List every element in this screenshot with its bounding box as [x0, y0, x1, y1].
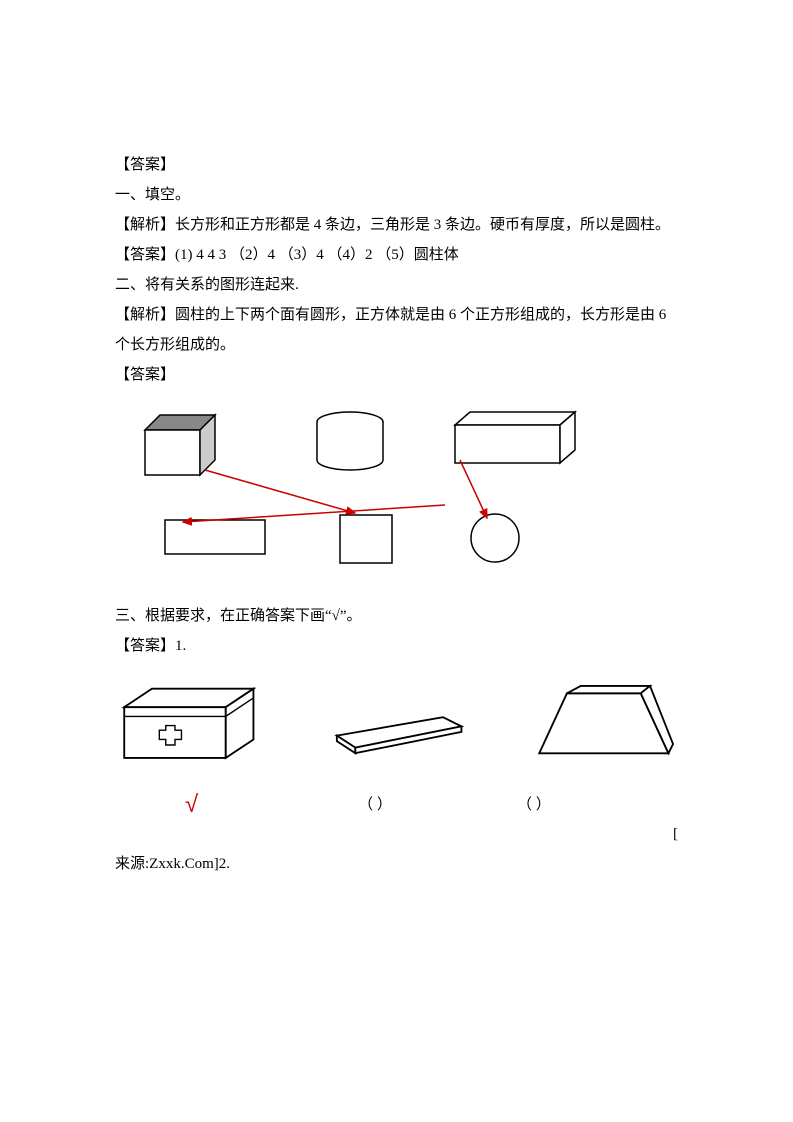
- trapezoid-shape: [530, 671, 678, 771]
- square-shape: [340, 515, 392, 563]
- matching-diagram: [115, 400, 678, 581]
- arrow-cube-to-square: [205, 470, 355, 513]
- answer-header: 【答案】: [115, 150, 678, 180]
- cube-shape: [145, 415, 215, 475]
- parallelogram-shape: [323, 691, 471, 771]
- arrow-cuboid-to-rect: [183, 505, 445, 522]
- paren-empty-1: （ ）: [358, 790, 392, 820]
- paren-empty-2: （ ）: [517, 790, 551, 820]
- source-line: 来源:Zxxk.Com]2.: [115, 849, 678, 879]
- section1-title: 一、填空。: [115, 180, 678, 210]
- section2-answer-label: 【答案】: [115, 360, 678, 390]
- rectangle-shape: [165, 520, 265, 554]
- section2-title: 二、将有关系的图形连起来.: [115, 270, 678, 300]
- arrow-cylinder-to-circle: [460, 460, 487, 518]
- cuboid-shape: [455, 412, 575, 463]
- open-bracket: [: [673, 819, 678, 849]
- section1-answer: 【答案】(1) 4 4 3 （2）4 （3）4 （4）2 （5）圆柱体: [115, 240, 678, 270]
- section3-title: 三、根据要求，在正确答案下画“√”。: [115, 601, 678, 631]
- medical-box-shape: [115, 671, 263, 771]
- matching-svg: [115, 400, 655, 570]
- section1-analysis: 【解析】长方形和正方形都是 4 条边，三角形是 3 条边。硬币有厚度，所以是圆柱…: [115, 210, 678, 240]
- checkmark-question: √ （ ） （ ） [: [115, 671, 678, 829]
- section3-answer-label: 【答案】1.: [115, 631, 678, 661]
- section2-analysis: 【解析】圆柱的上下两个面有圆形，正方体就是由 6 个正方形组成的，长方形是由 6…: [115, 300, 678, 360]
- checkmark-icon: √: [185, 781, 198, 829]
- circle-shape: [471, 514, 519, 562]
- cylinder-shape: [317, 412, 383, 470]
- document-page: 【答案】 一、填空。 【解析】长方形和正方形都是 4 条边，三角形是 3 条边。…: [0, 0, 793, 939]
